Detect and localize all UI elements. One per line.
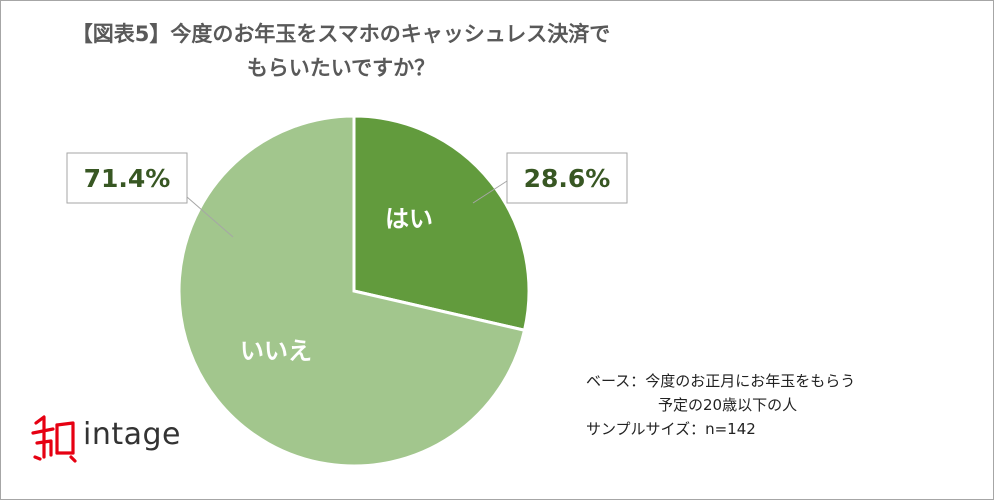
leader-line-1 <box>472 180 508 204</box>
title-line-1: 【図表5】今度のお年玉をスマホのキャッシュレス決済で <box>71 22 611 46</box>
intage-mark-icon <box>31 415 77 463</box>
note-sample-size: サンプルサイズ：n=142 <box>586 420 756 438</box>
pie-slice-2 <box>177 114 527 468</box>
pie-slice-1 <box>352 114 531 333</box>
slice-label-1: はい <box>385 205 433 233</box>
callouts: 28.6% 71.4% <box>66 152 628 238</box>
value-label-1: 28.6% <box>524 164 611 193</box>
chart-note: ベース：今度のお正月にお年玉をもらう 予定の20歳以下の人 サンプルサイズ：n=… <box>586 369 855 441</box>
note-base-line-1: ベース：今度のお正月にお年玉をもらう <box>586 372 856 390</box>
title-line-2: もらいたいですか？ <box>246 56 436 80</box>
leader-line-2 <box>186 196 234 238</box>
callout-box-2 <box>66 152 188 204</box>
value-label-2: 71.4% <box>84 164 171 193</box>
slice-label-2: いいえ <box>240 337 312 365</box>
callout-box-1 <box>506 152 628 204</box>
logo-text: intage <box>83 417 181 452</box>
intage-logo: intage <box>31 413 211 463</box>
chart-title: 【図表5】今度のお年玉をスマホのキャッシュレス決済で もらいたいですか？ <box>21 17 661 85</box>
note-base-line-2: 予定の20歳以下の人 <box>658 396 798 414</box>
